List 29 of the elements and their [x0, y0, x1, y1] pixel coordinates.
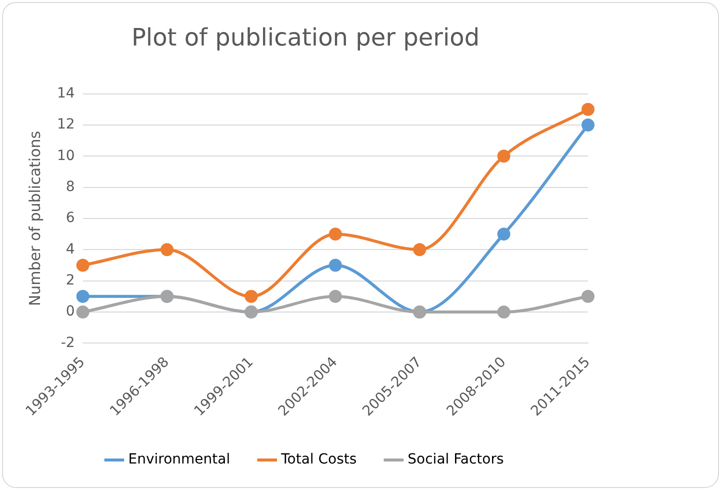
y-tick-label: 10 — [56, 148, 75, 164]
y-axis-title: Number of publications — [26, 130, 44, 306]
y-tick-label: 4 — [66, 241, 75, 258]
point — [76, 290, 90, 303]
point — [76, 258, 90, 272]
point — [328, 228, 342, 241]
y-tick-label: 0 — [66, 304, 75, 320]
y-tick-label: 12 — [56, 116, 75, 133]
point — [497, 228, 510, 241]
point — [76, 305, 90, 318]
point — [328, 290, 342, 303]
y-tick-label: 14 — [56, 85, 75, 102]
point — [413, 243, 426, 256]
point — [160, 243, 174, 256]
y-tick-label: 6 — [66, 210, 75, 226]
point — [328, 258, 342, 272]
point — [497, 150, 510, 163]
legend-label: Total Costs — [280, 452, 357, 468]
legend-label: Environmental — [128, 452, 230, 468]
point — [244, 290, 258, 303]
legend-label: Social Factors — [408, 452, 504, 468]
point — [582, 102, 594, 116]
y-tick-label: 2 — [66, 272, 75, 288]
y-tick-label: 8 — [66, 178, 75, 195]
point — [582, 118, 594, 132]
y-tick-label: -2 — [60, 334, 75, 351]
point — [582, 290, 594, 303]
point — [497, 305, 510, 318]
chart-title: Plot of publication per period — [131, 24, 480, 52]
